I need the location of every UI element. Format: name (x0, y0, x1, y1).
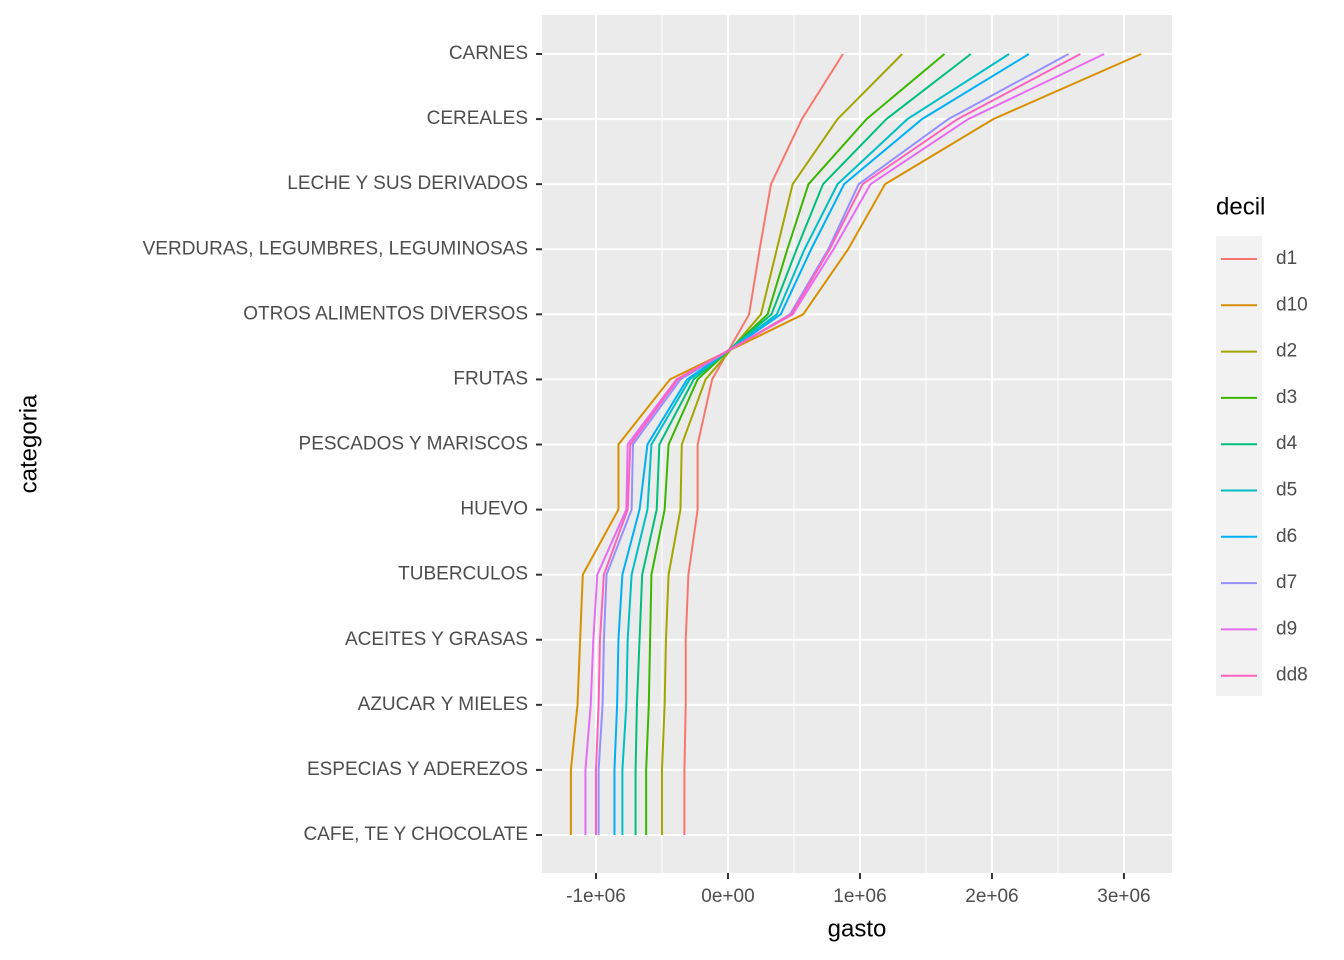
legend-label: d10 (1276, 294, 1308, 315)
series-line (645, 53, 946, 835)
series-line (660, 53, 903, 835)
series-line (594, 53, 1081, 835)
y-tick-label: CAFE, TE Y CHOCOLATE (303, 824, 528, 845)
x-tick-label: 1e+06 (833, 886, 886, 907)
legend-label: d9 (1276, 618, 1297, 639)
legend-label: dd8 (1276, 665, 1308, 686)
y-tick-label: OTROS ALIMENTOS DIVERSOS (243, 303, 528, 324)
y-tick-label: AZUCAR Y MIELES (358, 694, 528, 715)
x-axis-title: gasto (828, 915, 887, 942)
legend-keys (1216, 236, 1262, 696)
x-tick-label: 3e+06 (1097, 886, 1150, 907)
x-tick-label: 2e+06 (965, 886, 1018, 907)
y-tick-label: LECHE Y SUS DERIVADOS (287, 173, 528, 194)
y-tick-label: CARNES (449, 43, 528, 64)
y-tick-label: ACEITES Y GRASAS (345, 629, 528, 650)
legend-label: d2 (1276, 341, 1297, 362)
legend-label: d7 (1276, 572, 1297, 593)
legend-label: d6 (1276, 526, 1297, 547)
y-tick-label: FRUTAS (453, 368, 528, 389)
series-line (613, 53, 1030, 835)
legend-label: d3 (1276, 387, 1297, 408)
y-tick-label: CEREALES (427, 108, 528, 129)
y-tick-label: TUBERCULOS (398, 564, 528, 585)
legend-title: decil (1216, 193, 1265, 220)
series-line (634, 53, 972, 835)
y-tick-label: ESPECIAS Y ADEREZOS (307, 759, 528, 780)
series-line (584, 53, 1105, 835)
legend-label: d4 (1276, 433, 1298, 454)
y-tick-label: VERDURAS, LEGUMBRES, LEGUMINOSAS (143, 238, 528, 259)
y-tick-label: PESCADOS Y MARISCOS (299, 434, 528, 455)
series-line (621, 53, 1010, 835)
series-line (683, 53, 844, 835)
legend-label: d5 (1276, 480, 1297, 501)
y-axis-title: categoria (15, 394, 42, 493)
legend-label: d1 (1276, 248, 1297, 269)
series-line (597, 53, 1069, 835)
y-tick-label: HUEVO (460, 499, 528, 520)
x-tick-label: -1e+06 (566, 886, 626, 907)
x-tick-label: 0e+00 (701, 886, 754, 907)
series-line (569, 53, 1142, 835)
